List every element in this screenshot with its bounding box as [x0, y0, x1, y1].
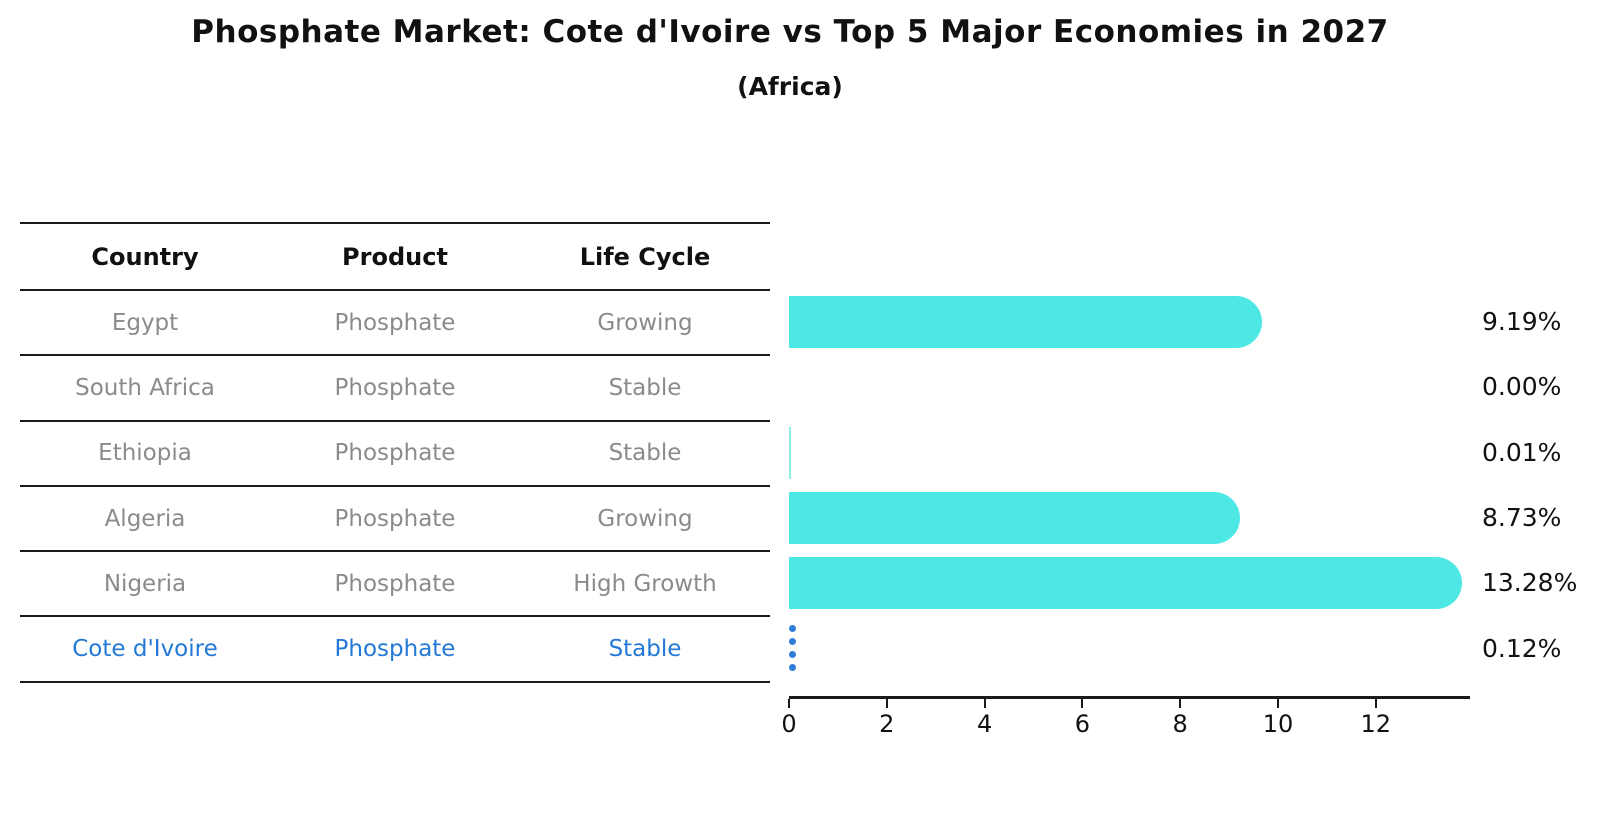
- table-row: Egypt Phosphate Growing: [20, 291, 770, 357]
- x-tick-label: 0: [781, 710, 797, 738]
- table-header-rule: [20, 289, 770, 291]
- x-tick: [1179, 699, 1182, 708]
- x-tick: [983, 699, 986, 708]
- x-tick-label: 12: [1360, 710, 1392, 738]
- product-cell: Phosphate: [334, 440, 456, 467]
- country-cell: South Africa: [75, 374, 215, 401]
- table-row: Cote d'Ivoire Phosphate Stable: [20, 617, 770, 683]
- life-cycle-cell: Stable: [608, 374, 682, 401]
- life-cycle-cell: High Growth: [573, 570, 717, 597]
- life-cycle-cell: Growing: [597, 309, 693, 336]
- value-label: 0.01%: [1482, 437, 1562, 467]
- x-tick: [1374, 699, 1377, 708]
- bar-nigeria: [789, 557, 1462, 610]
- x-tick-label: 6: [1074, 710, 1091, 738]
- product-cell: Phosphate: [334, 309, 456, 336]
- country-cell: Cote d'Ivoire: [72, 636, 218, 663]
- chart-title: Phosphate Market: Cote d'Ivoire vs Top 5…: [191, 14, 1389, 50]
- country-cell: Nigeria: [103, 570, 187, 597]
- product-cell: Phosphate: [334, 636, 456, 663]
- table-header-row: Country Product Life Cycle: [20, 224, 770, 289]
- x-tick: [1277, 699, 1279, 708]
- x-tick-label: 8: [1172, 710, 1188, 738]
- product-cell: Phosphate: [334, 570, 456, 597]
- product-cell: Phosphate: [334, 505, 456, 532]
- x-tick: [1081, 699, 1084, 708]
- col-header-country: Country: [91, 242, 199, 271]
- x-tick: [885, 699, 888, 708]
- life-cycle-cell: Stable: [608, 440, 682, 467]
- value-label: 9.19%: [1482, 307, 1562, 336]
- value-label: 8.73%: [1482, 502, 1562, 532]
- bar-algeria: [789, 491, 1240, 544]
- product-cell: Phosphate: [334, 374, 456, 401]
- x-tick-label: 10: [1262, 710, 1294, 738]
- col-header-life-cycle: Life Cycle: [579, 242, 711, 271]
- bar-egypt: [789, 296, 1262, 348]
- table-body: Egypt Phosphate Growing South Africa Phospha…: [20, 291, 770, 683]
- table-row: Ethiopia Phosphate Stable: [20, 422, 770, 487]
- table-row: Algeria Phosphate Growing: [20, 487, 770, 553]
- value-label: 0.00%: [1482, 372, 1562, 402]
- data-table: Country Product Life Cycle Egypt Phosphat…: [20, 222, 770, 683]
- table-row: South Africa Phosphate Stable: [20, 356, 770, 422]
- x-tick-label: 4: [976, 710, 993, 738]
- x-tick: [788, 699, 790, 708]
- table-top-rule: [20, 222, 770, 224]
- bar-ethiopia: [789, 426, 791, 479]
- life-cycle-cell: Stable: [608, 636, 682, 663]
- value-label: 13.28%: [1482, 568, 1578, 598]
- life-cycle-cell: Growing: [597, 505, 693, 532]
- country-cell: Ethiopia: [98, 440, 192, 467]
- x-tick-label: 2: [879, 710, 895, 738]
- bar-cote-d-ivoire: [789, 624, 796, 671]
- country-cell: Egypt: [111, 309, 179, 336]
- country-cell: Algeria: [104, 505, 186, 532]
- x-axis-line: [789, 696, 1470, 699]
- col-header-product: Product: [342, 242, 448, 271]
- chart-subtitle: (Africa): [737, 72, 843, 101]
- value-label: 0.12%: [1482, 633, 1562, 663]
- table-row: Nigeria Phosphate High Growth: [20, 552, 770, 618]
- title-block: Phosphate Market: Cote d'Ivoire vs Top 5…: [0, 14, 1580, 101]
